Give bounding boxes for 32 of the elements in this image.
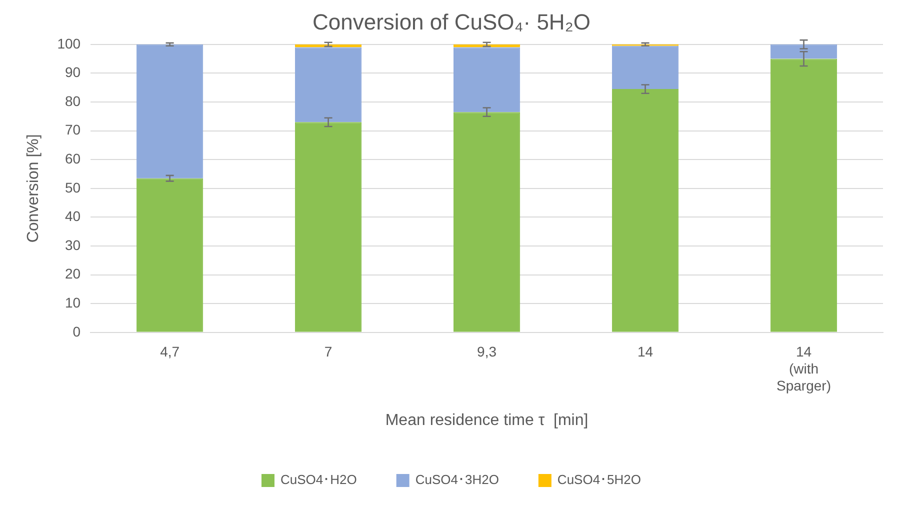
y-tick-label: 50 [64, 179, 81, 196]
x-axis-title: Mean residence time τ [min] [385, 412, 588, 429]
bar [136, 178, 204, 332]
bar [612, 89, 679, 332]
bar [136, 44, 204, 178]
y-tick-label: 10 [64, 294, 81, 310]
y-tick-label: 100 [57, 35, 81, 52]
bar [295, 47, 362, 122]
y-tick-label: 60 [64, 150, 81, 166]
x-tick-label: 9,3 [477, 344, 497, 360]
y-tick-label: 90 [64, 64, 81, 80]
y-tick-label: 30 [64, 236, 81, 253]
y-tick-label: 40 [64, 208, 81, 224]
bar [770, 44, 838, 59]
legend-label: CuSO4･3H2O [415, 472, 499, 488]
legend-label: CuSO4･H2O [280, 472, 357, 488]
y-tick-label: 80 [64, 92, 81, 109]
x-tick-label: 14 [637, 344, 654, 360]
bar [295, 122, 362, 332]
bar [612, 46, 679, 90]
y-axis-title: Conversion [%] [25, 134, 42, 243]
legend-label: CuSO4･5H2O [557, 472, 642, 488]
x-tick-label: 14 (with Sparger) [776, 344, 831, 394]
y-tick-label: 70 [64, 122, 81, 138]
bar [453, 112, 520, 332]
y-tick-label: 0 [72, 323, 81, 340]
y-tick-label: 20 [64, 266, 81, 282]
x-tick-label: 4,7 [160, 344, 180, 360]
bar [770, 58, 838, 332]
x-tick-label: 7 [324, 344, 332, 360]
chart-title: Conversion of CuSO₄· 5H₂O [312, 9, 590, 34]
bar [453, 47, 520, 112]
